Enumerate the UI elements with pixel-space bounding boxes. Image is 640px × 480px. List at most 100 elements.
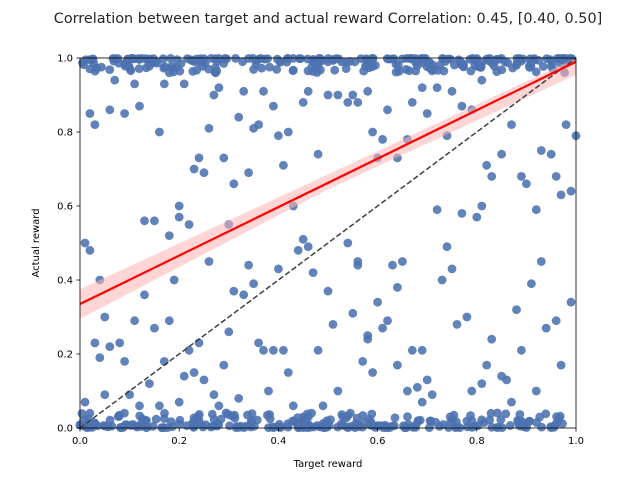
data-point <box>425 416 435 426</box>
y-tick-label: 0.8 <box>57 128 73 139</box>
data-point <box>531 386 541 396</box>
data-point <box>190 57 200 67</box>
data-point <box>337 57 347 67</box>
data-point <box>469 54 479 64</box>
data-point <box>457 209 467 218</box>
data-point <box>522 179 531 189</box>
data-point <box>445 412 455 422</box>
data-point <box>323 90 333 100</box>
data-point <box>95 353 105 363</box>
data-point <box>412 382 422 392</box>
data-point <box>129 54 139 64</box>
data-point <box>566 297 576 307</box>
data-point <box>151 414 161 424</box>
data-point <box>407 98 417 107</box>
data-point <box>388 260 397 270</box>
data-point <box>238 57 248 67</box>
x-tick-label: 1.0 <box>568 436 584 447</box>
data-point <box>141 54 150 64</box>
data-point <box>452 320 462 329</box>
data-point <box>288 66 298 76</box>
data-point <box>447 264 457 274</box>
data-point <box>497 149 506 159</box>
x-tick-label: 0.0 <box>72 436 88 447</box>
data-point <box>467 386 477 396</box>
data-point <box>283 368 293 377</box>
data-point <box>100 390 110 400</box>
regression-line <box>79 60 577 306</box>
data-point <box>363 334 373 344</box>
data-point <box>512 54 522 63</box>
data-point <box>348 90 358 100</box>
y-tick-label: 0.4 <box>57 276 73 287</box>
data-point <box>224 327 234 337</box>
data-point <box>354 422 363 431</box>
data-point <box>283 127 293 137</box>
data-point <box>140 216 149 226</box>
data-point <box>175 415 185 425</box>
data-point <box>555 411 565 421</box>
data-point <box>90 120 100 129</box>
data-point <box>358 357 368 366</box>
data-point <box>210 54 220 64</box>
data-point <box>212 418 222 428</box>
data-point <box>341 64 351 73</box>
data-point <box>338 412 348 422</box>
data-point <box>254 120 263 129</box>
data-point <box>279 345 288 355</box>
data-point <box>432 83 442 92</box>
data-point <box>175 66 185 76</box>
data-point <box>100 312 110 322</box>
y-tick-label: 1.0 <box>57 54 73 65</box>
data-point <box>209 390 219 400</box>
data-point <box>353 260 363 270</box>
data-point <box>130 316 140 326</box>
data-point <box>179 79 189 89</box>
data-point <box>435 422 444 431</box>
data-point <box>541 323 551 333</box>
data-point <box>477 201 487 211</box>
data-point <box>486 408 496 418</box>
data-point <box>470 421 480 431</box>
data-point <box>179 371 189 381</box>
data-point <box>378 423 388 432</box>
y-axis-label: Actual reward <box>31 208 42 277</box>
data-point <box>159 414 169 424</box>
data-point <box>551 316 561 326</box>
data-point <box>531 205 541 215</box>
data-point <box>194 153 204 163</box>
data-point <box>298 98 308 107</box>
x-axis-ticks: 0.0 0.2 0.4 0.6 0.8 1.0 <box>72 428 584 447</box>
data-point <box>437 275 447 285</box>
data-point <box>306 422 315 432</box>
data-point <box>507 397 516 407</box>
data-point <box>259 345 268 355</box>
data-point <box>303 242 313 252</box>
data-point <box>363 86 373 96</box>
data-point <box>249 65 258 74</box>
data-point <box>113 412 123 421</box>
data-point <box>204 123 214 133</box>
data-point <box>207 409 217 419</box>
data-point <box>368 368 377 377</box>
data-point <box>272 65 282 74</box>
data-point <box>536 146 546 155</box>
data-point <box>417 83 427 92</box>
data-point <box>501 409 511 419</box>
data-point <box>432 205 442 215</box>
data-point <box>394 66 404 76</box>
data-point <box>487 172 497 181</box>
data-point <box>239 290 249 300</box>
data-point <box>169 275 179 285</box>
data-point <box>373 297 382 307</box>
x-tick-label: 0.6 <box>370 436 386 447</box>
data-point <box>244 260 254 270</box>
x-tick-label: 0.4 <box>270 436 286 447</box>
data-point <box>487 334 497 344</box>
data-point <box>393 360 402 370</box>
data-point <box>115 338 125 348</box>
data-point <box>422 109 432 118</box>
data-point <box>497 65 507 75</box>
data-point <box>318 401 328 411</box>
data-point <box>79 60 88 70</box>
